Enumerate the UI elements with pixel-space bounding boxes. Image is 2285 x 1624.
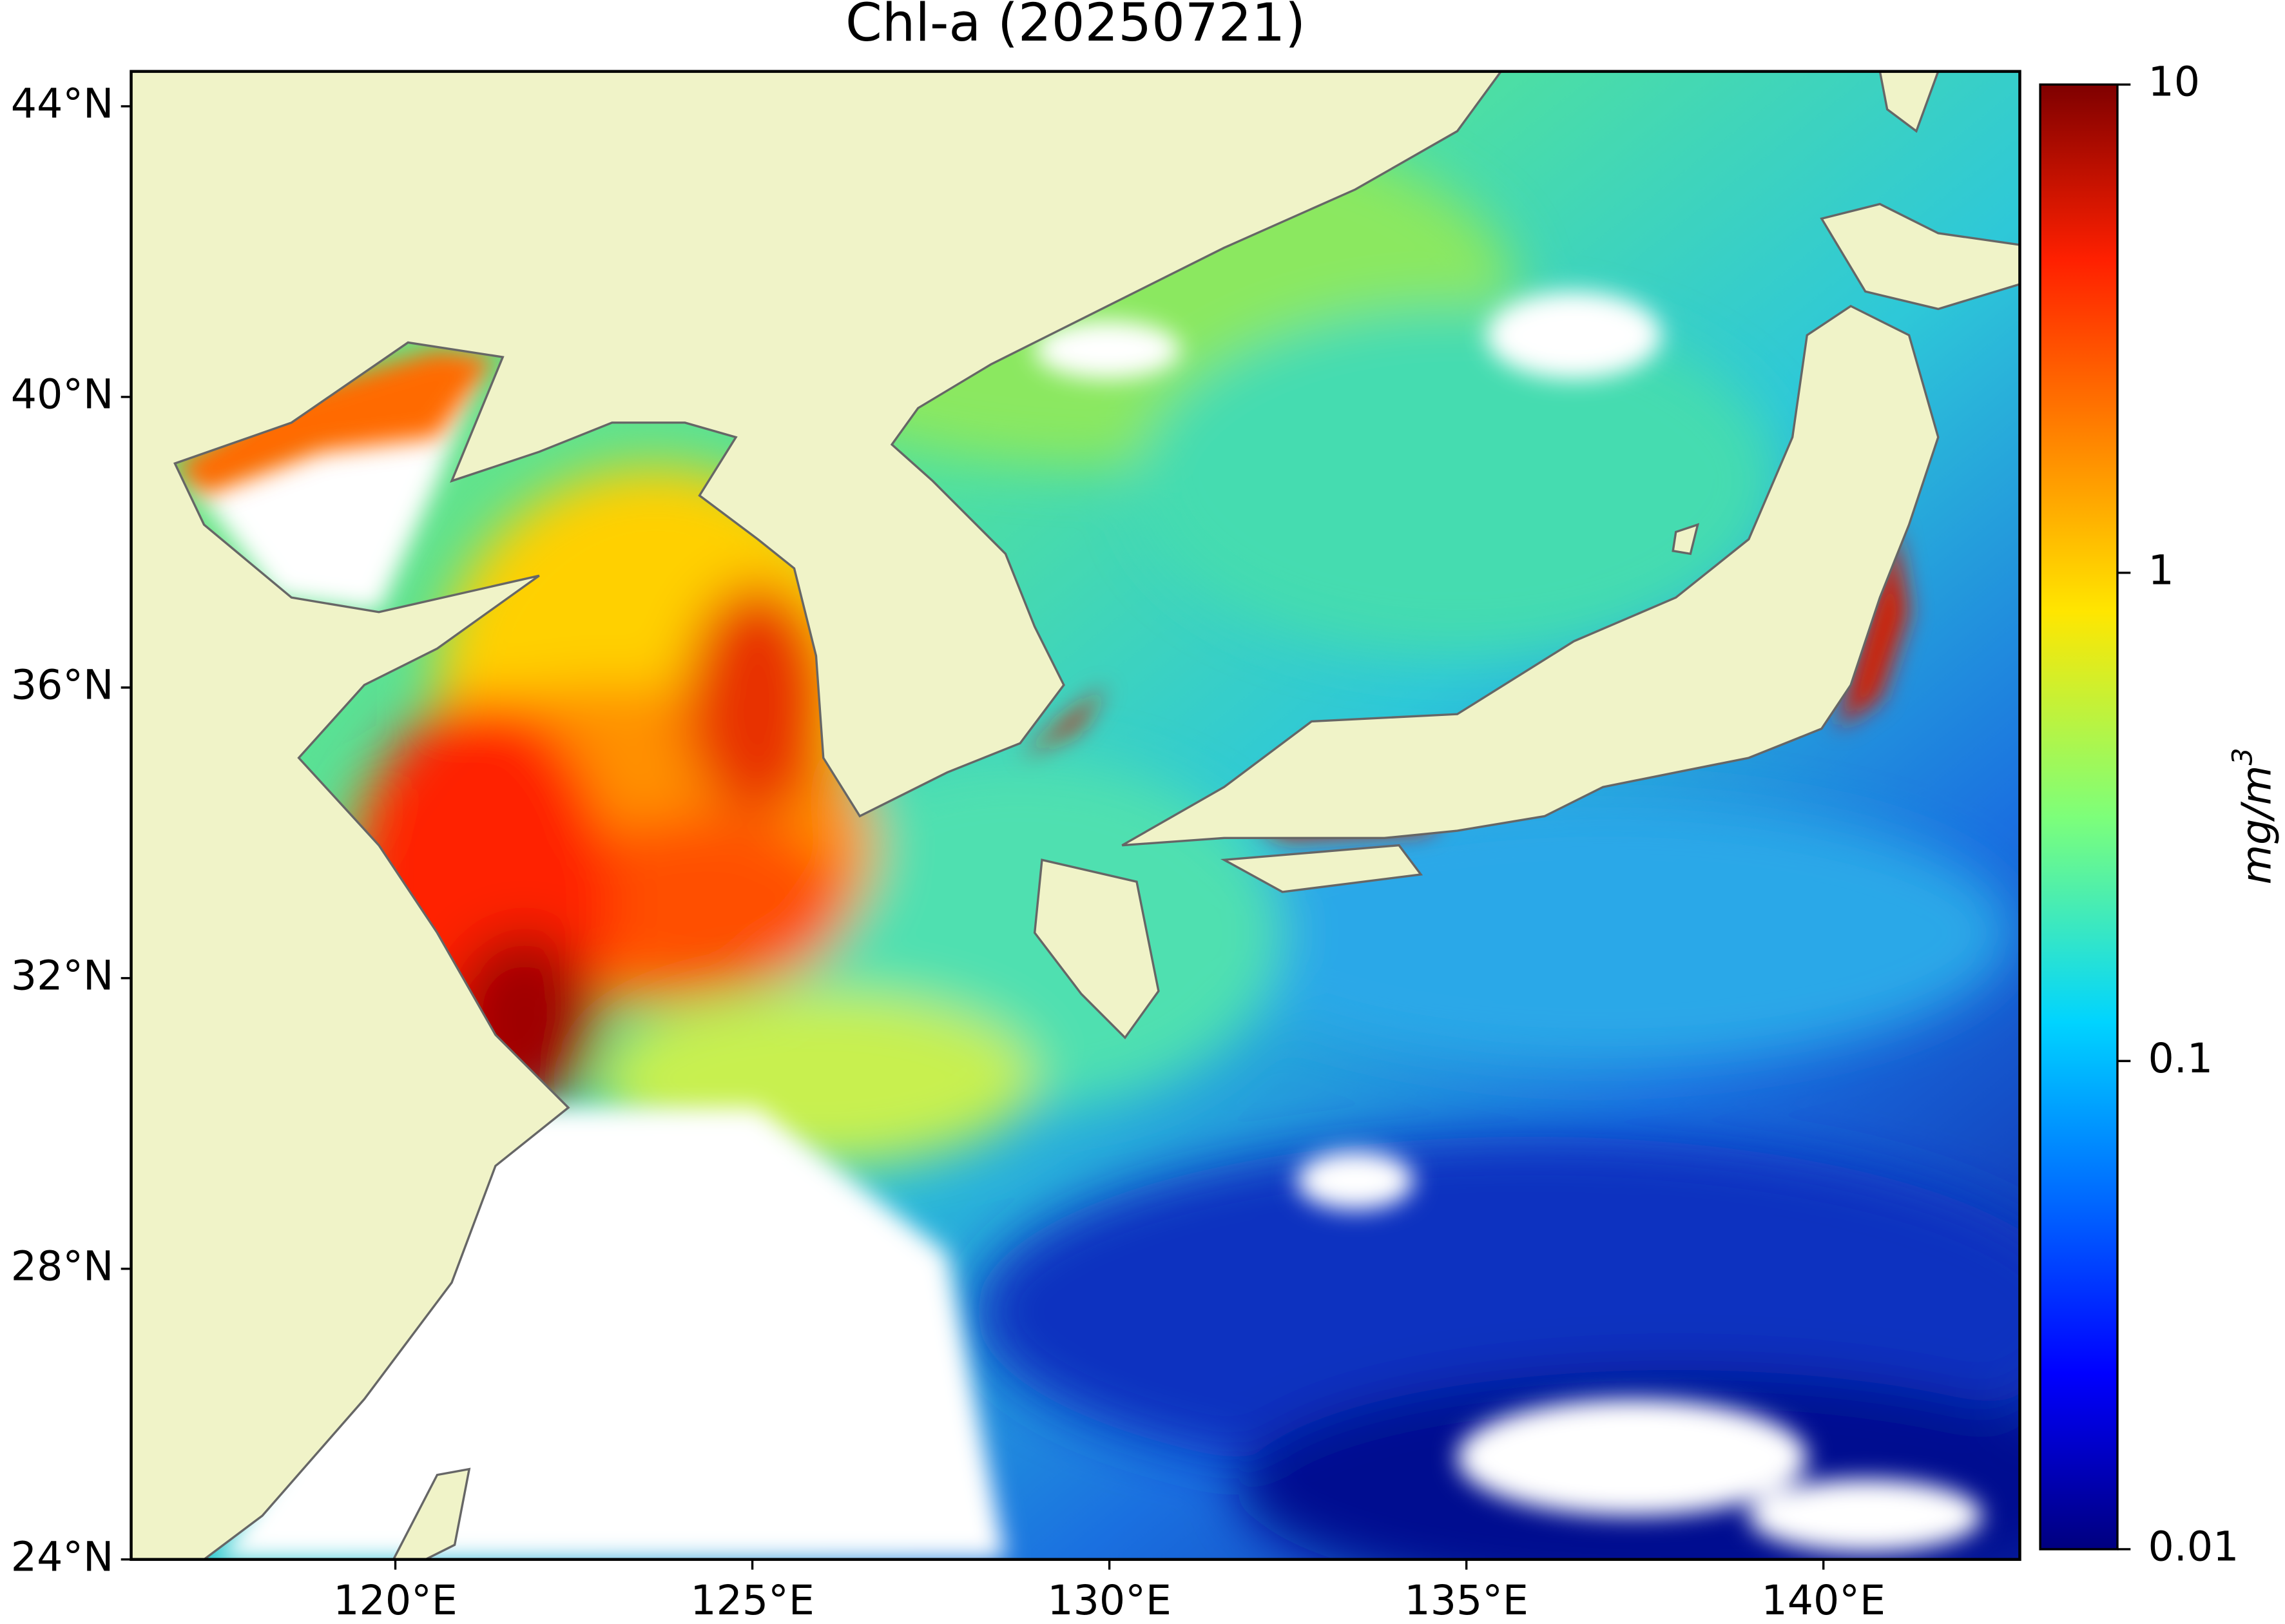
x-tick-label: 135°E bbox=[1404, 1576, 1528, 1624]
y-tick-label: 24°N bbox=[11, 1532, 114, 1580]
map-title: Chl-a (20250721) bbox=[845, 0, 1306, 53]
y-tick-label: 36°N bbox=[11, 661, 114, 708]
x-tick-label: 125°E bbox=[690, 1576, 815, 1624]
plot-area: Chl-a (20250721) bbox=[11, 0, 2280, 1624]
y-tick-label: 40°N bbox=[11, 370, 114, 418]
x-tick-label: 140°E bbox=[1761, 1576, 1885, 1624]
colorbar-tick-label: 10 bbox=[2148, 58, 2200, 106]
colorbar-label-exponent: 3 bbox=[2226, 748, 2259, 765]
x-tick-label: 120°E bbox=[333, 1576, 458, 1624]
colorbar-label: mg/m3 bbox=[2226, 748, 2280, 884]
land bbox=[131, 71, 2020, 1560]
colorbar-tick-label: 0.1 bbox=[2148, 1034, 2213, 1082]
colorbar-tick-label: 1 bbox=[2148, 546, 2174, 594]
map-imagery bbox=[131, 71, 2020, 1560]
map-frame bbox=[130, 70, 2021, 1561]
colorbar-tick-label: 0.01 bbox=[2148, 1523, 2239, 1571]
x-tick-label: 130°E bbox=[1047, 1576, 1171, 1624]
y-tick-label: 32°N bbox=[11, 951, 114, 999]
y-tick-label: 44°N bbox=[11, 80, 114, 128]
colorbar-label-base: mg/m bbox=[2232, 766, 2280, 885]
colorbar bbox=[2039, 83, 2119, 1551]
y-tick-label: 28°N bbox=[11, 1242, 114, 1290]
